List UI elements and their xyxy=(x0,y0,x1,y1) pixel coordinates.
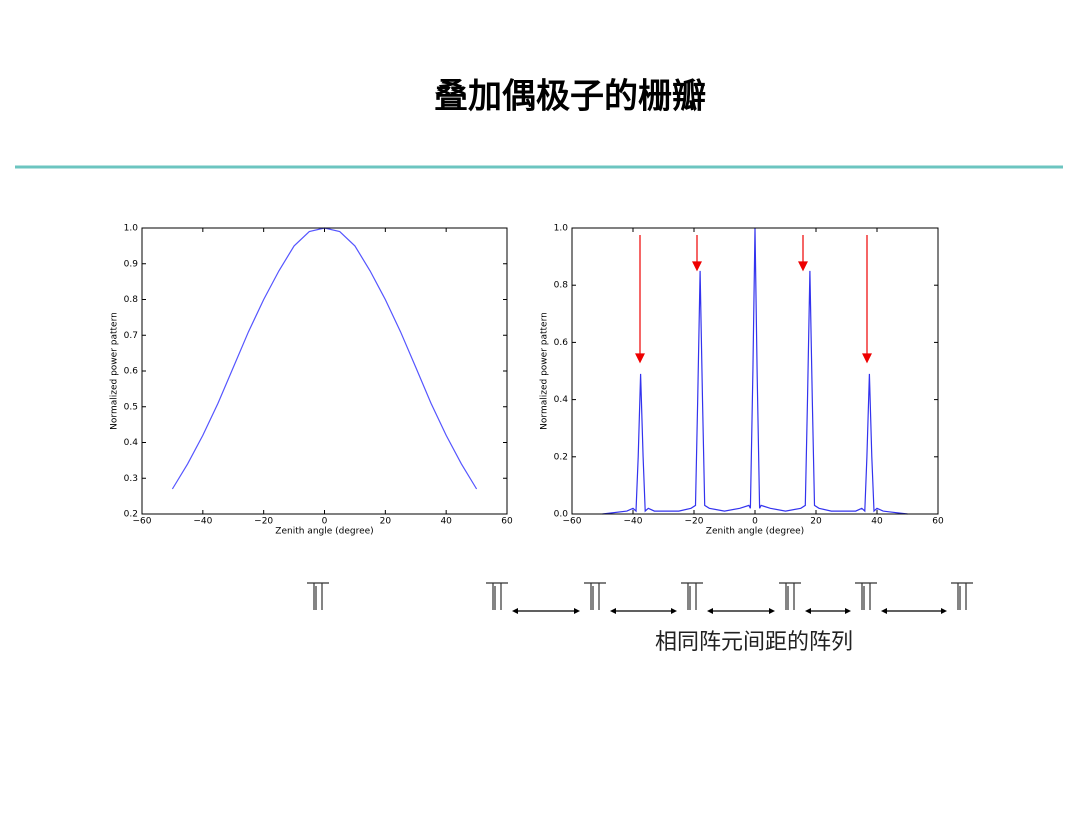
dipole xyxy=(779,582,801,610)
slide-title: 叠加偶极子的栅瓣 xyxy=(434,77,706,117)
dipole xyxy=(584,582,606,610)
x-tick-label: 20 xyxy=(810,517,822,527)
x-tick-label: −40 xyxy=(193,517,212,527)
x-tick-label: −40 xyxy=(624,517,643,527)
dipole xyxy=(681,582,703,610)
y-tick-label: 0.0 xyxy=(554,510,569,520)
y-tick-label: 0.9 xyxy=(124,259,139,269)
x-tick-label: 60 xyxy=(501,517,513,527)
y-axis-label: Normalized power pattern xyxy=(110,312,120,430)
dipole xyxy=(951,582,973,610)
y-tick-label: 0.8 xyxy=(554,281,569,291)
x-tick-label: 20 xyxy=(380,517,392,527)
x-tick-label: 0 xyxy=(752,517,758,527)
x-tick-label: −60 xyxy=(133,517,152,527)
y-axis-label: Normalized power pattern xyxy=(540,312,550,430)
dipole-array xyxy=(307,582,973,614)
x-tick-label: −20 xyxy=(254,517,273,527)
x-axis-label: Zenith angle (degree) xyxy=(706,527,804,537)
y-tick-label: 0.2 xyxy=(554,452,568,462)
x-tick-label: 60 xyxy=(932,517,944,527)
y-tick-label: 0.5 xyxy=(124,402,138,412)
data-line xyxy=(171,227,478,490)
dipole xyxy=(855,582,877,610)
y-tick-label: 0.4 xyxy=(124,438,139,448)
x-tick-label: −20 xyxy=(685,517,704,527)
x-tick-label: 0 xyxy=(322,517,328,527)
x-tick-label: 40 xyxy=(871,517,883,527)
grating-arrows xyxy=(635,235,872,364)
x-tick-label: −60 xyxy=(563,517,582,527)
y-tick-label: 1.0 xyxy=(124,224,139,234)
y-tick-label: 1.0 xyxy=(554,224,569,234)
y-tick-label: 0.4 xyxy=(554,395,569,405)
y-tick-label: 0.8 xyxy=(124,295,139,305)
x-axis-label: Zenith angle (degree) xyxy=(275,527,373,537)
y-tick-label: 0.3 xyxy=(124,474,138,484)
y-tick-label: 0.6 xyxy=(124,367,139,377)
dipole xyxy=(307,582,329,610)
y-tick-label: 0.6 xyxy=(554,338,569,348)
y-tick-label: 0.2 xyxy=(124,510,138,520)
x-tick-label: 40 xyxy=(440,517,452,527)
array-caption: 相同阵元间距的阵列 xyxy=(655,630,853,655)
dipole xyxy=(486,582,508,610)
plot-frame xyxy=(141,227,508,515)
data-line xyxy=(602,227,908,515)
y-tick-label: 0.7 xyxy=(124,331,138,341)
plot-frame xyxy=(571,227,939,515)
